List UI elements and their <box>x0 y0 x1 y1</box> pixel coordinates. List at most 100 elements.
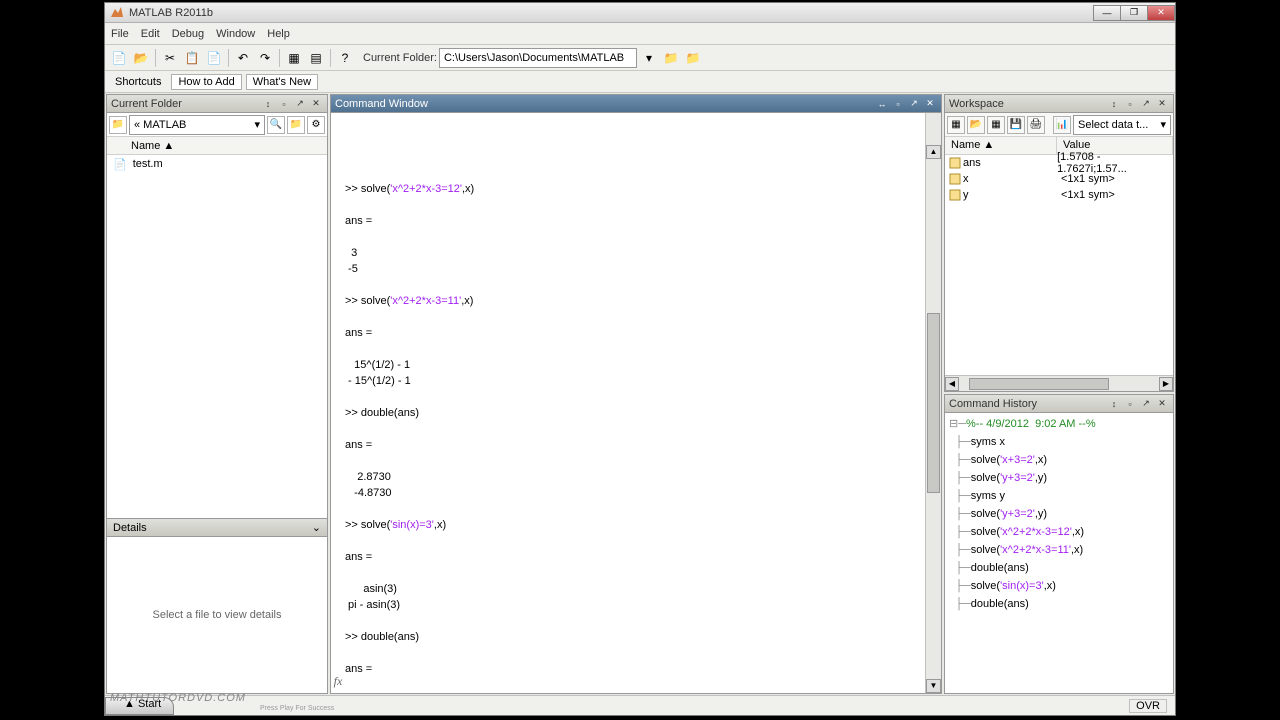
right-column: Workspace ↕ ▫ ↗ ✕ ▦ 📂 ▦ 💾 🖨 📊 <box>944 94 1174 694</box>
panel-undock-icon[interactable]: ↗ <box>907 97 921 111</box>
ws-open-icon[interactable]: 📂 <box>967 116 985 134</box>
gear-icon[interactable]: ⚙ <box>307 116 325 134</box>
ws-save-icon[interactable]: 💾 <box>1007 116 1025 134</box>
panel-minimize-icon[interactable]: ▫ <box>1123 397 1137 411</box>
panel-close-icon[interactable]: ✕ <box>923 97 937 111</box>
browse-folder-icon[interactable]: 📁 <box>661 48 681 68</box>
command-line: >> solve('sin(x)=3',x) <box>345 517 941 533</box>
workspace-row[interactable]: ans[1.5708 - 1.7627i;1.57... <box>945 155 1173 171</box>
history-entry[interactable]: ├─double(ans) <box>949 595 1169 613</box>
guide-icon[interactable]: ▤ <box>306 48 326 68</box>
workspace-table: Name ▲ Value ans[1.5708 - 1.7627i;1.57..… <box>945 137 1173 375</box>
panel-menu-icon[interactable]: ↕ <box>1107 97 1121 111</box>
command-window-title: Command Window <box>335 98 428 110</box>
command-window-panel: Command Window ↔ ▫ ↗ ✕ fx ▲ ▼ >> solve('… <box>330 94 942 694</box>
history-entry[interactable]: ├─solve('sin(x)=3',x) <box>949 577 1169 595</box>
undo-icon[interactable]: ↶ <box>233 48 253 68</box>
command-history-title: Command History <box>949 398 1037 410</box>
menu-help[interactable]: Help <box>267 28 290 40</box>
matlab-logo-icon <box>109 5 125 21</box>
history-entry[interactable]: ├─solve('y+3=2',y) <box>949 505 1169 523</box>
command-line <box>345 309 941 325</box>
current-folder-title: Current Folder <box>111 98 182 110</box>
cut-icon[interactable]: ✂ <box>160 48 180 68</box>
details-collapse-icon[interactable]: ⌄ <box>312 521 321 534</box>
command-line: ans = <box>345 661 941 677</box>
history-entry[interactable]: ├─solve('x^2+2*x-3=11',x) <box>949 541 1169 559</box>
fx-icon[interactable]: fx <box>331 673 345 689</box>
command-line <box>345 677 941 693</box>
paste-icon[interactable]: 📄 <box>204 48 224 68</box>
current-folder-header: Current Folder ↕ ▫ ↗ ✕ <box>107 95 327 113</box>
command-line <box>345 421 941 437</box>
name-column-header[interactable]: Name ▲ <box>107 137 327 155</box>
command-history-panel: Command History ↕ ▫ ↗ ✕ ⊟─%-- 4/9/2012 9… <box>944 394 1174 694</box>
ws-plot-icon[interactable]: 📊 <box>1053 116 1071 134</box>
panel-minimize-icon[interactable]: ▫ <box>891 97 905 111</box>
vertical-scrollbar[interactable]: ▲ ▼ <box>925 113 941 693</box>
menu-debug[interactable]: Debug <box>172 28 204 40</box>
simulink-icon[interactable]: ▦ <box>284 48 304 68</box>
panel-undock-icon[interactable]: ↗ <box>1139 97 1153 111</box>
open-file-icon[interactable]: 📂 <box>131 48 151 68</box>
command-line <box>345 277 941 293</box>
panel-close-icon[interactable]: ✕ <box>1155 97 1169 111</box>
command-window-body[interactable]: fx ▲ ▼ >> solve('x^2+2*x-3=12',x) ans = … <box>331 113 941 693</box>
panel-menu-icon[interactable]: ↕ <box>1107 397 1121 411</box>
panel-close-icon[interactable]: ✕ <box>1155 397 1169 411</box>
help-icon[interactable]: ? <box>335 48 355 68</box>
menu-edit[interactable]: Edit <box>141 28 160 40</box>
maximize-button[interactable]: ❐ <box>1120 5 1148 21</box>
panel-undock-icon[interactable]: ↗ <box>293 97 307 111</box>
command-line <box>345 565 941 581</box>
horizontal-scrollbar[interactable]: ◀▶ <box>945 375 1173 391</box>
ws-plot-select[interactable]: Select data t...▾ <box>1073 115 1171 135</box>
matlab-window: MATLAB R2011b — ❐ ✕ File Edit Debug Wind… <box>104 2 1176 716</box>
command-line: >> double(ans) <box>345 629 941 645</box>
panel-minimize-icon[interactable]: ▫ <box>277 97 291 111</box>
ws-name-header[interactable]: Name ▲ <box>945 137 1057 154</box>
workspace-row[interactable]: y<1x1 sym> <box>945 187 1173 203</box>
shortcuts-bar: Shortcuts How to Add What's New <box>105 71 1175 93</box>
copy-icon[interactable]: 📋 <box>182 48 202 68</box>
menu-file[interactable]: File <box>111 28 129 40</box>
shortcut-how-to-add[interactable]: How to Add <box>171 74 241 90</box>
history-entry[interactable]: ├─double(ans) <box>949 559 1169 577</box>
panel-minimize-icon[interactable]: ▫ <box>1123 97 1137 111</box>
history-entry[interactable]: ├─solve('y+3=2',y) <box>949 469 1169 487</box>
panel-undock-icon[interactable]: ↗ <box>1139 397 1153 411</box>
folder-up-icon[interactable]: 📁 <box>287 116 305 134</box>
workspace-panel: Workspace ↕ ▫ ↗ ✕ ▦ 📂 ▦ 💾 🖨 📊 <box>944 94 1174 392</box>
minimize-button[interactable]: — <box>1093 5 1121 21</box>
history-entry[interactable]: ├─syms x <box>949 433 1169 451</box>
current-folder-panel: Current Folder ↕ ▫ ↗ ✕ 📁 « MATLAB▾ 🔍 📁 ⚙… <box>106 94 328 694</box>
panel-close-icon[interactable]: ✕ <box>309 97 323 111</box>
history-entry[interactable]: ├─solve('x+3=2',x) <box>949 451 1169 469</box>
folder-icon[interactable]: 📁 <box>109 116 127 134</box>
history-entry[interactable]: ├─syms y <box>949 487 1169 505</box>
command-history-body[interactable]: ⊟─%-- 4/9/2012 9:02 AM --% ├─syms x ├─so… <box>945 413 1173 693</box>
redo-icon[interactable]: ↷ <box>255 48 275 68</box>
file-row[interactable]: 📄 test.m <box>107 155 327 173</box>
close-button[interactable]: ✕ <box>1147 5 1175 21</box>
ws-import-icon[interactable]: ▦ <box>987 116 1005 134</box>
history-entry[interactable]: ├─solve('x^2+2*x-3=12',x) <box>949 523 1169 541</box>
current-folder-input[interactable] <box>439 48 637 68</box>
command-line <box>345 453 941 469</box>
new-file-icon[interactable]: 📄 <box>109 48 129 68</box>
search-icon[interactable]: 🔍 <box>267 116 285 134</box>
panel-menu-icon[interactable]: ↕ <box>261 97 275 111</box>
folder-dropdown-icon[interactable]: ▾ <box>639 48 659 68</box>
details-header[interactable]: Details ⌄ <box>107 519 327 537</box>
status-mode: OVR <box>1129 699 1167 713</box>
ws-print-icon[interactable]: 🖨 <box>1027 116 1045 134</box>
panel-menu-icon[interactable]: ↔ <box>875 97 889 111</box>
command-line: -5 <box>345 261 941 277</box>
folder-path-select[interactable]: « MATLAB▾ <box>129 115 265 135</box>
menu-window[interactable]: Window <box>216 28 255 40</box>
command-window-header: Command Window ↔ ▫ ↗ ✕ <box>331 95 941 113</box>
up-folder-icon[interactable]: 📁 <box>683 48 703 68</box>
shortcut-whats-new[interactable]: What's New <box>246 74 318 90</box>
command-line <box>345 613 941 629</box>
ws-new-icon[interactable]: ▦ <box>947 116 965 134</box>
